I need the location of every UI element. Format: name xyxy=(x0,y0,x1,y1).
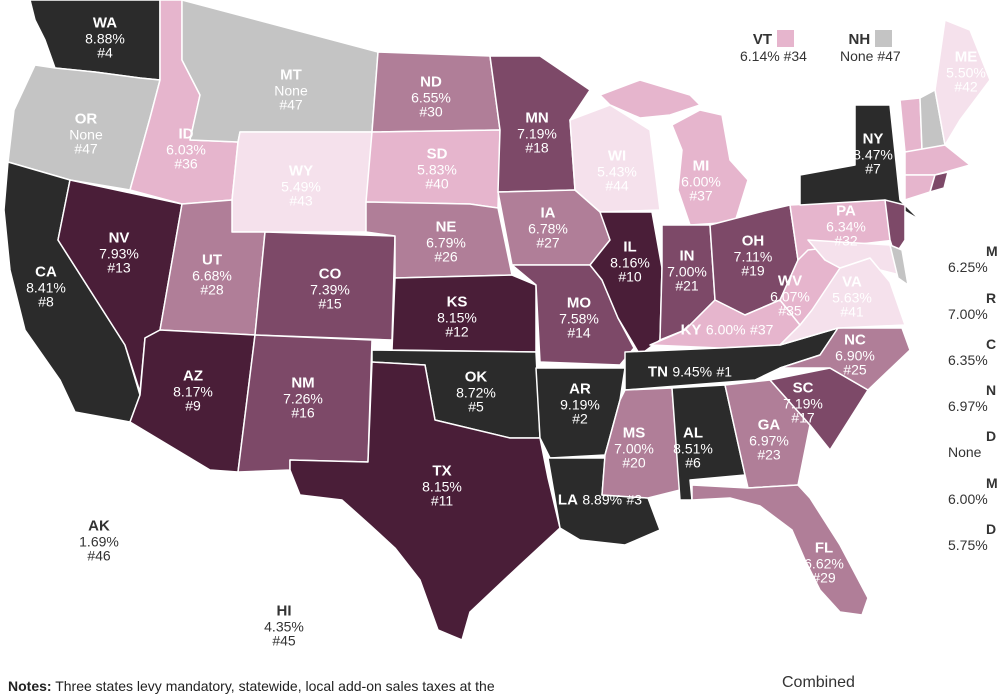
side-list-item: N 6.97% xyxy=(948,382,996,414)
state-MT xyxy=(181,0,379,143)
state-NY xyxy=(799,104,921,221)
state-IL xyxy=(589,211,663,356)
state-DE xyxy=(889,244,909,286)
notes: Notes: Three states levy mandatory, stat… xyxy=(8,678,495,694)
side-list-value: 6.00% xyxy=(948,491,988,508)
state-SD xyxy=(365,129,501,209)
side-list-abbr: C xyxy=(986,336,997,352)
side-list-item: M 6.25% xyxy=(948,243,998,275)
side-list-abbr: M xyxy=(986,475,998,491)
side-list-item: C 6.35% xyxy=(948,336,996,368)
side-list-abbr: R xyxy=(986,290,997,306)
state-AZ xyxy=(129,329,256,473)
side-list-value: 6.35% xyxy=(948,352,988,369)
side-list-value: 5.75% xyxy=(948,537,988,554)
side-list-value: None xyxy=(948,444,982,461)
vt-abbr: VT xyxy=(752,31,773,48)
notes-label: Notes: xyxy=(8,678,52,694)
state-MA xyxy=(904,144,971,176)
vt-value: 6.14% #34 xyxy=(740,47,807,64)
state-CT xyxy=(904,174,936,201)
state-MI xyxy=(599,79,749,226)
side-list-item: D 5.75% xyxy=(948,521,996,553)
nh-value: None #47 xyxy=(840,47,901,64)
state-ME xyxy=(934,19,991,146)
side-list-item: R 7.00% xyxy=(948,290,996,322)
state-NC xyxy=(779,327,911,391)
state-VT xyxy=(899,97,923,153)
state-TX xyxy=(289,361,561,641)
side-list-abbr: M xyxy=(986,243,998,259)
vt-callout: VT 6.14% #34 xyxy=(740,30,807,64)
state-WI xyxy=(569,104,661,213)
state-CO xyxy=(254,231,396,341)
side-list-value: 6.25% xyxy=(948,259,988,276)
nh-callout: NH None #47 xyxy=(840,30,901,64)
side-list-abbr: D xyxy=(986,521,997,537)
state-NM xyxy=(237,334,373,473)
side-list-value: 6.97% xyxy=(948,398,988,415)
state-ND xyxy=(371,51,501,133)
side-list-value: 7.00% xyxy=(948,306,988,323)
notes-text: Three states levy mandatory, statewide, … xyxy=(55,678,495,694)
state-KS xyxy=(391,274,537,353)
state-RI xyxy=(929,171,949,193)
state-SC xyxy=(769,367,869,451)
side-list-abbr: D xyxy=(986,428,997,444)
combined-label: Combined xyxy=(782,674,855,691)
side-list-item: D None xyxy=(948,428,996,460)
nh-abbr: NH xyxy=(848,31,871,48)
side-list-abbr: N xyxy=(986,382,997,398)
side-list-item: M 6.00% xyxy=(948,475,998,507)
state-NJ xyxy=(884,199,906,256)
nh-swatch xyxy=(875,30,893,47)
state-WY xyxy=(231,131,373,233)
state-FL xyxy=(691,484,869,616)
vt-swatch xyxy=(777,30,795,47)
